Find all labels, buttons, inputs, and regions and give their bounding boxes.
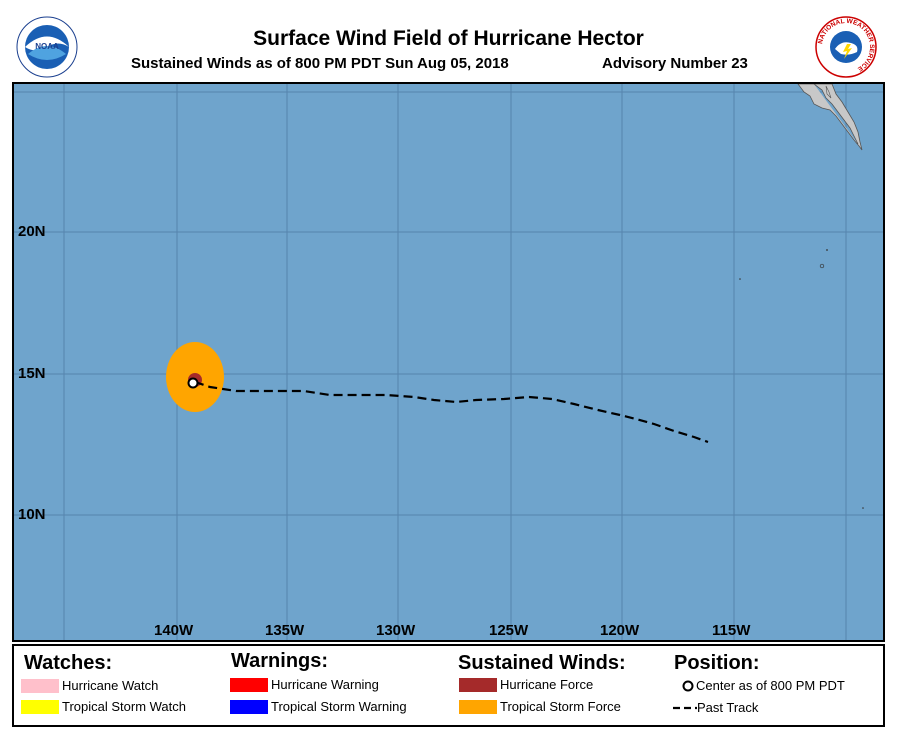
lon-label-125w: 125W <box>489 622 529 639</box>
baja-island <box>825 85 832 99</box>
lon-label-140w: 140W <box>154 622 194 639</box>
tropical-storm-watch-label: Tropical Storm Watch <box>62 699 187 714</box>
map-title: Surface Wind Field of Hurricane Hector <box>253 27 644 50</box>
island-socorro <box>826 249 828 251</box>
hurricane-watch-label: Hurricane Watch <box>62 678 159 693</box>
tropical-storm-force-label: Tropical Storm Force <box>500 699 621 714</box>
hurricane-force-swatch <box>459 678 497 692</box>
baja-california-land <box>797 84 863 151</box>
advisory-number: Advisory Number 23 <box>602 55 748 72</box>
hurricane-warning-swatch <box>230 678 268 692</box>
island-clipperton <box>862 507 864 509</box>
map-subtitle: Sustained Winds as of 800 PM PDT Sun Aug… <box>131 55 509 72</box>
lat-label-20n: 20N <box>18 223 46 240</box>
tropical-storm-warning-swatch <box>230 700 268 714</box>
hurricane-force-label: Hurricane Force <box>500 677 594 692</box>
legend-position-heading: Position: <box>674 652 760 674</box>
legend-watches-heading: Watches: <box>24 652 113 674</box>
hurricane-warning-label: Hurricane Warning <box>271 677 379 692</box>
map-canvas <box>14 84 883 640</box>
island-roca-partida <box>739 278 741 280</box>
tropical-storm-force-swatch <box>459 700 497 714</box>
legend-winds-heading: Sustained Winds: <box>458 652 626 674</box>
center-marker-icon <box>682 680 694 692</box>
lat-label-15n: 15N <box>18 365 46 382</box>
legend-warnings-heading: Warnings: <box>231 650 329 672</box>
center-position-label: Center as of 800 PM PDT <box>696 678 845 693</box>
past-track-icon <box>673 706 697 710</box>
nws-logo: NATIONAL WEATHER SERVICE <box>815 16 877 78</box>
island-clarion <box>819 263 825 269</box>
tropical-storm-warning-label: Tropical Storm Warning <box>271 699 407 714</box>
lon-label-120w: 120W <box>600 622 640 639</box>
hurricane-watch-swatch <box>21 679 59 693</box>
map-area: 20N 15N 10N 140W 135W 130W 125W 120W 115… <box>12 82 885 642</box>
storm-center-marker <box>187 377 199 389</box>
past-track-line <box>194 380 709 444</box>
lon-label-130w: 130W <box>376 622 416 639</box>
lon-label-115w: 115W <box>712 622 751 639</box>
noaa-logo: NOAA <box>16 16 78 78</box>
legend-panel: Watches: Hurricane Watch Tropical Storm … <box>12 644 885 727</box>
svg-text:NOAA: NOAA <box>35 42 59 51</box>
lon-label-135w: 135W <box>265 622 305 639</box>
tropical-storm-watch-swatch <box>21 700 59 714</box>
past-track-label: Past Track <box>697 700 759 715</box>
lat-label-10n: 10N <box>18 506 46 523</box>
grid-lines <box>14 84 883 640</box>
